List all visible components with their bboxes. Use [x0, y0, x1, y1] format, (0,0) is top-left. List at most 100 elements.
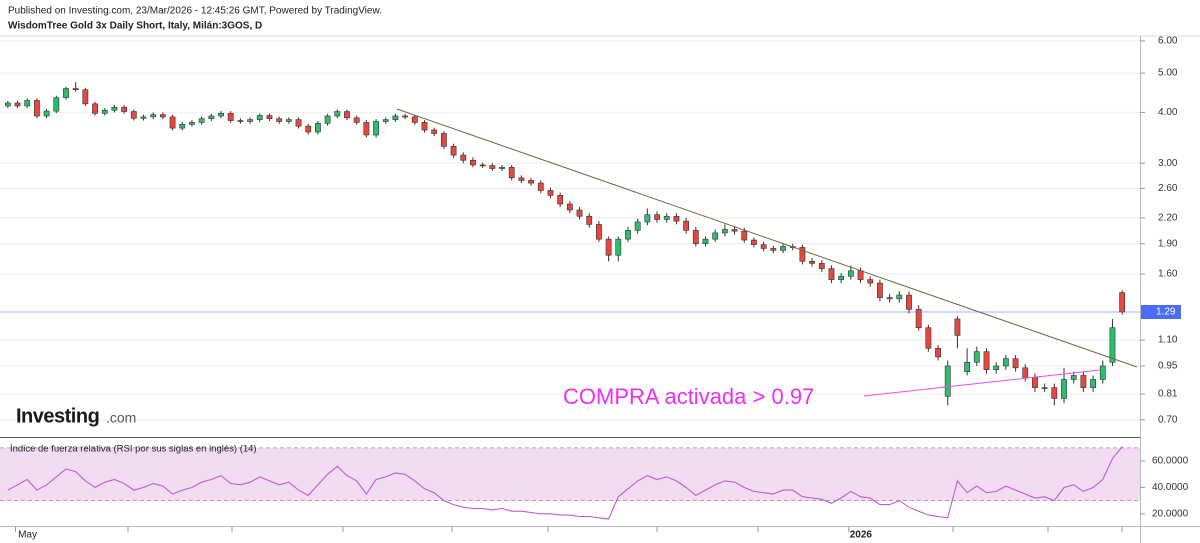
y-tick-label: 1.10: [1158, 335, 1178, 346]
candle-body: [586, 215, 593, 225]
y-tick-label: 1.90: [1158, 238, 1178, 249]
candle-body: [276, 118, 283, 122]
candle-body: [237, 120, 244, 122]
candle-body: [392, 115, 399, 120]
candle-body: [411, 116, 418, 123]
candle-body: [528, 180, 534, 184]
candle-body: [828, 268, 835, 280]
candle-body: [983, 351, 990, 371]
candle-body: [1012, 358, 1019, 369]
candle-body: [877, 282, 883, 298]
y-tick-label: 6.00: [1158, 36, 1178, 47]
candle-body: [130, 111, 137, 119]
candle-body: [683, 220, 690, 231]
candle-body: [179, 123, 186, 129]
candle-body: [421, 122, 428, 131]
candle-body: [63, 88, 69, 98]
published-line: Published on Investing.com, 23/Mar/2026 …: [8, 6, 382, 17]
instrument-title: WisdomTree Gold 3x Daily Short, Italy, M…: [8, 21, 262, 32]
rsi-line: [7, 446, 1123, 520]
candle-body: [479, 164, 486, 167]
candle-body: [315, 123, 321, 133]
candle-body: [673, 215, 680, 222]
candle-body: [256, 115, 263, 120]
y-tick-label: 0.70: [1158, 414, 1178, 425]
candle-body: [34, 100, 40, 117]
candle-layer: [4, 82, 1126, 406]
candle-body: [150, 114, 157, 118]
candle-body: [964, 361, 971, 372]
candle-body: [363, 122, 370, 136]
month-ticks: [127, 527, 1123, 532]
candle-body: [82, 89, 89, 105]
candle-body: [198, 118, 205, 123]
candle-body: [1061, 379, 1067, 399]
candle-body: [324, 115, 331, 124]
last-price-box: [1141, 305, 1181, 320]
candle-body: [886, 297, 893, 300]
x-tick-label: 2026: [850, 530, 873, 541]
candle-body: [440, 133, 447, 147]
candle-body: [576, 209, 583, 217]
candle-body: [450, 146, 457, 156]
candle-body: [1041, 387, 1048, 389]
last-price-label: 1.29: [1156, 307, 1176, 318]
candle-body: [712, 232, 719, 240]
candle-body: [625, 230, 631, 240]
candle-body: [431, 129, 438, 134]
candle-body: [159, 114, 166, 118]
y-tick-label: 2.60: [1158, 183, 1178, 194]
candle-body: [760, 244, 767, 249]
rsi-band: [0, 447, 1140, 501]
candle-body: [518, 177, 525, 181]
candle-body: [121, 106, 128, 112]
candle-body: [615, 238, 622, 256]
candle-body: [1022, 367, 1029, 378]
candle-body: [266, 115, 273, 120]
candle-body: [508, 167, 515, 179]
candle-body: [644, 214, 651, 223]
candle-body: [1070, 375, 1077, 380]
candle-body: [1032, 377, 1038, 388]
candle-body: [925, 327, 932, 349]
candle-body: [218, 113, 224, 117]
annotation: COMPRA activada > 0.97: [563, 384, 814, 409]
rsi-y-tick-label: 20.0000: [1152, 508, 1189, 519]
candle-body: [867, 279, 874, 284]
candle-body: [741, 230, 748, 241]
rsi-title: Índice de fuerza relativa (RSI por sus s…: [10, 444, 257, 455]
candle-body: [557, 195, 564, 205]
candle-body: [547, 190, 554, 196]
candle-body: [1109, 327, 1116, 363]
candle-body: [470, 159, 476, 166]
candle-body: [101, 109, 108, 114]
candle-body: [780, 246, 786, 251]
candle-body: [663, 215, 670, 220]
candle-body: [53, 97, 60, 112]
candle-body: [654, 214, 660, 220]
y-tick-label: 1.60: [1158, 269, 1178, 280]
candle-body: [14, 102, 21, 107]
candle-body: [1090, 379, 1096, 388]
candle-body: [857, 270, 864, 280]
candle-body: [838, 275, 845, 280]
y-tick-label: 3.00: [1158, 158, 1178, 169]
candle-body: [169, 116, 176, 129]
candle-body: [382, 119, 389, 122]
candle-body: [799, 247, 806, 262]
support-line: [863, 369, 1101, 397]
y-tick-label: 2.20: [1158, 213, 1178, 224]
candle-body: [906, 294, 912, 310]
candle-body: [140, 116, 147, 119]
candle-body: [596, 224, 602, 240]
candle-body: [402, 115, 409, 118]
y-tick-label: 5.00: [1158, 68, 1178, 79]
candle-body: [770, 248, 777, 251]
overlay-layer: 1.29 COMPRA activada > 0.97 May 2026: [0, 305, 1181, 541]
candle-body: [285, 119, 292, 122]
logo-suffix: .com: [106, 410, 136, 426]
candle-body: [344, 111, 350, 119]
candle-body: [634, 221, 641, 231]
candle-body: [460, 154, 467, 161]
